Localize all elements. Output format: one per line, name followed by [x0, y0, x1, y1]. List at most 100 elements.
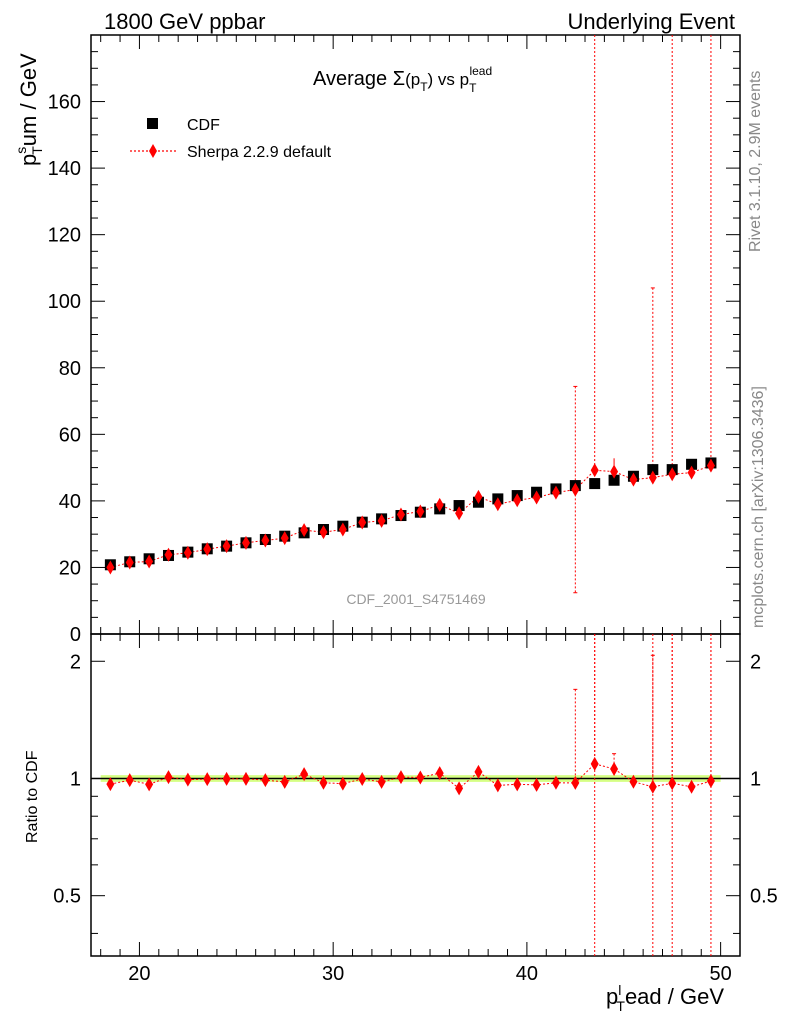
sherpa-point [513, 493, 522, 508]
sherpa-point [668, 467, 677, 482]
ratio-point [513, 777, 522, 792]
ratio-point [396, 770, 405, 785]
legend-sherpa-marker [149, 144, 157, 158]
sherpa-point [648, 470, 657, 485]
sherpa-point [590, 463, 599, 478]
ratio-point [164, 770, 173, 785]
ratio-y-tick-label-right: 2 [750, 651, 761, 673]
y-tick-label: 120 [48, 225, 81, 247]
cdf-point [608, 474, 620, 486]
ratio-point [338, 776, 347, 791]
ratio-y-tick-label-right: 0.5 [750, 886, 778, 908]
ratio-point [358, 771, 367, 786]
y-axis-label: psTum / GeV [13, 53, 45, 166]
sherpa-point [532, 490, 541, 505]
ratio-y-tick-label: 1 [70, 768, 81, 790]
analysis-watermark: CDF_2001_S4751469 [346, 591, 486, 607]
sherpa-line-path [110, 465, 712, 568]
ratio-point [532, 777, 541, 792]
sherpa-point [629, 472, 638, 487]
ratio-point [455, 781, 464, 796]
ratio-series [106, 756, 715, 796]
ratio-point [571, 775, 580, 790]
ratio-point [241, 771, 250, 786]
cdf-series [104, 457, 717, 571]
y-tick-label: 80 [59, 358, 81, 380]
sherpa-point [261, 533, 270, 548]
ratio-ticks: 0.5 0.5 1 1 2 2 [53, 651, 778, 934]
ratio-point [222, 771, 231, 786]
sherpa-point [551, 485, 560, 500]
cdf-point [686, 458, 698, 470]
legend-sherpa-label: Sherpa 2.2.9 default [187, 144, 332, 161]
ratio-point [183, 772, 192, 787]
ratio-point [319, 775, 328, 790]
ratio-point [551, 775, 560, 790]
ratio-point [493, 778, 502, 793]
sherpa-point [687, 465, 696, 480]
ratio-point [125, 773, 134, 788]
ratio-error-bars [109, 634, 712, 956]
ratio-y-tick-label: 2 [70, 651, 81, 673]
sherpa-point [203, 542, 212, 557]
ratio-point [590, 756, 599, 771]
header-left: 1800 GeV ppbar [104, 9, 265, 34]
sherpa-point [706, 458, 715, 473]
x-ticks: 20 30 40 50 [100, 35, 741, 985]
ratio-point [687, 779, 696, 794]
mcplots-caption: mcplots.cern.ch [arXiv:1306.3436] [750, 386, 767, 628]
y-tick-label: 60 [59, 424, 81, 446]
sherpa-point [493, 497, 502, 512]
sherpa-point [455, 506, 464, 521]
sherpa-point [319, 525, 328, 540]
ratio-y-tick-label: 0.5 [53, 886, 81, 908]
y-tick-label: 20 [59, 557, 81, 579]
rivet-caption: Rivet 3.1.10, 2.9M events [747, 71, 764, 252]
sherpa-point [183, 545, 192, 560]
sherpa-point [474, 489, 483, 504]
ratio-point [668, 776, 677, 791]
chart-title: Average Σ(pT) vs pTlead [313, 64, 492, 95]
sherpa-series [106, 458, 715, 575]
y-tick-label: 40 [59, 491, 81, 513]
ratio-point [435, 766, 444, 781]
sherpa-point [358, 515, 367, 530]
sherpa-point [280, 531, 289, 546]
sherpa-point [164, 547, 173, 562]
sherpa-point [125, 555, 134, 570]
y-tick-label: 140 [48, 158, 81, 180]
sherpa-point [300, 523, 309, 538]
ratio-y-axis-label: Ratio to CDF [24, 750, 41, 843]
ratio-point [261, 773, 270, 788]
sherpa-point [416, 504, 425, 519]
ratio-panel-frame [90, 633, 741, 957]
legend-cdf-label: CDF [187, 117, 220, 134]
ratio-point [416, 770, 425, 785]
x-tick-label: 20 [128, 963, 150, 985]
cdf-point [647, 464, 659, 476]
ratio-point [648, 779, 657, 794]
legend-cdf-marker [147, 118, 158, 129]
ratio-point [474, 764, 483, 779]
x-axis-label: pl Tead / GeV [606, 982, 724, 1014]
sherpa-point [435, 497, 444, 512]
y-tick-label: 160 [48, 92, 81, 114]
header-right: Underlying Event [567, 9, 735, 34]
x-tick-label: 50 [710, 963, 732, 985]
x-tick-label: 30 [322, 963, 344, 985]
ratio-point [280, 774, 289, 789]
legend: CDF Sherpa 2.2.9 default [130, 117, 332, 161]
sherpa-series-line [110, 465, 712, 568]
main-ticks: 0 20 40 60 80 100 120 140 160 [48, 51, 740, 646]
sherpa-point [145, 554, 154, 569]
sherpa-point [571, 482, 580, 497]
ratio-y-tick-label-right: 1 [750, 768, 761, 790]
sherpa-point [377, 513, 386, 528]
x-tick-label: 40 [516, 963, 538, 985]
sherpa-point [106, 560, 115, 575]
y-tick-label: 100 [48, 291, 81, 313]
y-tick-label: 0 [70, 624, 81, 646]
sherpa-point [338, 522, 347, 537]
sherpa-point [241, 535, 250, 550]
